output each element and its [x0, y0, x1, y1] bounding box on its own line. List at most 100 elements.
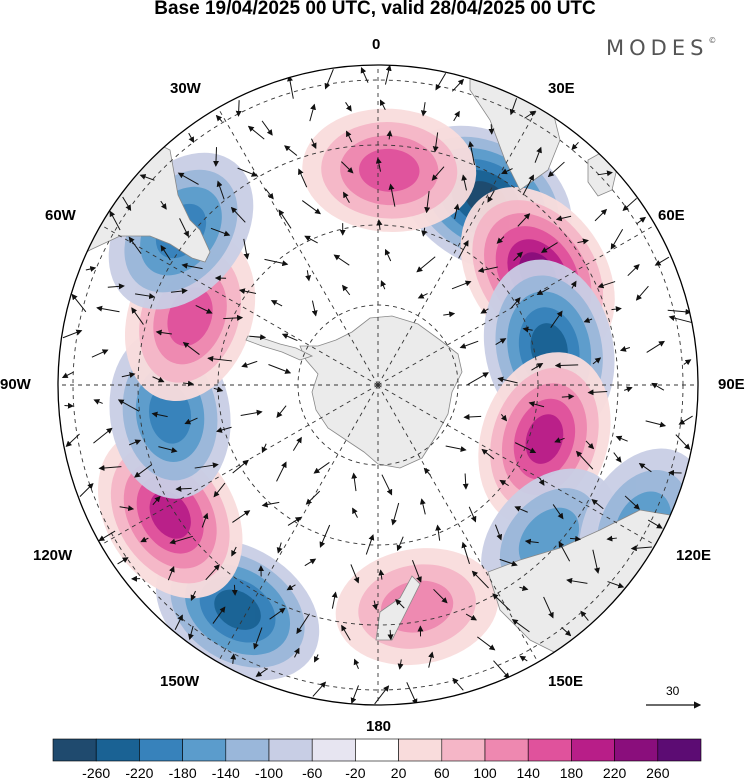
colorbar-swatch — [398, 738, 443, 762]
wind-arrow — [431, 166, 445, 181]
colorbar-tick-label: -100 — [254, 765, 284, 781]
colorbar-swatch — [355, 738, 399, 762]
wind-arrow — [62, 329, 83, 339]
wind-arrow — [630, 545, 652, 552]
wind-arrow — [79, 483, 94, 498]
wind-arrow — [583, 317, 593, 323]
wind-arrow — [380, 280, 387, 290]
wind-arrow — [540, 242, 558, 253]
wind-arrow — [423, 467, 431, 476]
wind-arrow — [345, 102, 352, 112]
wind-arrow — [215, 114, 223, 123]
wind-arrow — [411, 560, 422, 583]
wind-arrow — [365, 534, 375, 555]
wind-arrow — [231, 584, 238, 596]
wind-arrow — [175, 485, 192, 492]
colorbar-swatch — [484, 738, 529, 762]
wind-arrow — [461, 541, 470, 565]
wind-arrow — [547, 161, 565, 178]
wind-arrow — [264, 258, 289, 267]
wind-arrow — [346, 130, 353, 143]
wind-arrow — [534, 146, 542, 163]
wind-arrow — [531, 362, 544, 371]
wind-arrow — [519, 585, 529, 591]
wind-arrow — [387, 629, 394, 641]
wind-arrow — [468, 140, 476, 166]
meridian-line — [377, 107, 539, 386]
wind-arrow — [241, 360, 258, 368]
wind-arrow — [98, 465, 122, 471]
colorbar-tick-label: 220 — [602, 765, 627, 781]
colorbar-swatch — [95, 738, 140, 762]
lon-label-90w: 90W — [0, 376, 31, 393]
wind-arrow — [243, 238, 250, 260]
wind-arrow — [139, 174, 155, 181]
lon-label-0: 0 — [372, 36, 381, 53]
lon-label-180: 180 — [366, 718, 392, 735]
wind-arrow — [606, 535, 617, 542]
wind-arrow — [570, 280, 577, 289]
wind-arrow — [231, 546, 237, 557]
wind-arrow — [331, 591, 338, 609]
colorbar-tick-label: -260 — [82, 765, 111, 781]
wind-arrow — [433, 588, 448, 604]
wind-arrow — [519, 655, 528, 662]
lon-label-120e: 120E — [676, 547, 712, 564]
wind-arrow — [314, 654, 320, 663]
wind-arrow — [151, 411, 168, 418]
wind-arrow — [247, 125, 265, 140]
wind-arrow — [374, 685, 390, 705]
wind-arrow — [287, 75, 294, 99]
wind-arrow — [594, 208, 608, 222]
wind-arrow — [160, 244, 171, 261]
colorbar-tick-label: 180 — [559, 765, 584, 781]
wind-arrow — [237, 167, 258, 177]
meridian-line — [377, 224, 656, 386]
wind-arrow — [611, 306, 622, 313]
colorbar-tick-label: -20 — [345, 765, 366, 781]
wind-arrow — [667, 308, 692, 315]
wind-arrow — [155, 329, 172, 336]
wind-arrow — [417, 293, 428, 299]
wind-arrow — [443, 311, 456, 318]
anomaly-center-high — [302, 108, 477, 232]
wind-arrow — [177, 172, 199, 185]
wind-arrow — [232, 459, 249, 474]
wind-arrow — [397, 659, 404, 670]
colorbar-tick-label: 140 — [516, 765, 540, 781]
lon-label-60e: 60E — [658, 207, 685, 224]
wind-arrow — [569, 535, 582, 542]
wind-arrow — [494, 524, 503, 541]
wind-arrow — [493, 660, 510, 679]
wind-arrow — [528, 401, 545, 408]
wind-arrow — [552, 504, 564, 520]
wind-arrow — [591, 499, 604, 510]
wind-arrow — [351, 472, 358, 492]
wind-arrow — [396, 536, 404, 552]
wind-arrow — [195, 304, 213, 314]
wind-arrow — [269, 607, 286, 620]
colorbar-swatch — [614, 738, 659, 762]
colorbar-swatch — [657, 738, 702, 762]
wind-arrow — [188, 132, 195, 144]
wind-arrow — [395, 598, 405, 609]
wind-arrow — [276, 461, 287, 482]
wind-arrow — [622, 197, 637, 211]
wind-arrow — [613, 452, 622, 463]
wind-arrow — [416, 256, 436, 273]
wind-arrow — [646, 340, 665, 353]
brand-text: MODES — [606, 36, 709, 60]
wind-arrow — [524, 538, 539, 545]
wind-arrow — [432, 132, 439, 153]
wind-arrow — [445, 445, 467, 452]
wind-arrow — [458, 240, 469, 259]
wind-arrow — [341, 161, 354, 174]
lon-label-150e: 150E — [548, 673, 584, 690]
wind-arrow — [96, 305, 120, 313]
wind-arrow — [554, 362, 579, 369]
wind-arrow — [391, 502, 400, 526]
wind-arrow — [324, 68, 334, 90]
wind-arrow — [184, 417, 198, 425]
wind-arrow — [543, 596, 554, 619]
wind-arrow — [511, 618, 530, 633]
